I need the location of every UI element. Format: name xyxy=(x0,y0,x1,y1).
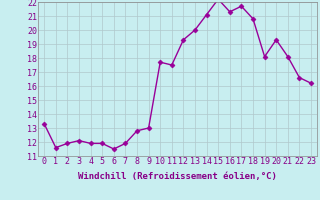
X-axis label: Windchill (Refroidissement éolien,°C): Windchill (Refroidissement éolien,°C) xyxy=(78,172,277,181)
